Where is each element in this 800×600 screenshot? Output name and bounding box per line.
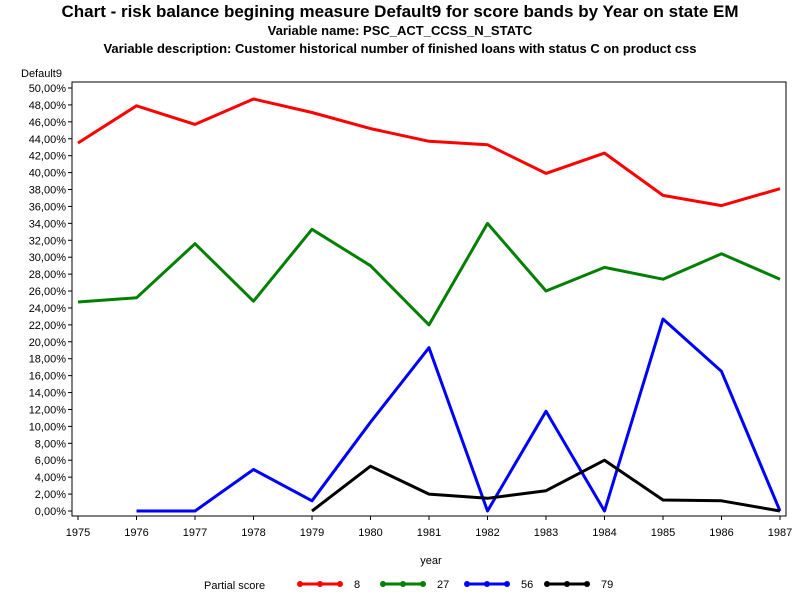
x-axis-label: year <box>420 555 442 567</box>
y-axis-label: Default9 <box>21 68 62 80</box>
series-line-56 <box>136 317 782 513</box>
y-tick-label: 22,00% <box>29 320 67 332</box>
x-tick-label: 1975 <box>66 527 90 539</box>
chart-subtitle: Variable name: PSC_ACT_CCSS_N_STATC <box>267 23 533 38</box>
y-tick-label: 0,00% <box>35 506 66 518</box>
legend-marker-8 <box>297 581 303 587</box>
legend-marker-56 <box>484 581 490 587</box>
y-tick-label: 6,00% <box>35 455 66 467</box>
series-line-79 <box>311 458 781 513</box>
legend-marker-27 <box>420 581 426 587</box>
x-tick-label: 1987 <box>768 527 792 539</box>
x-tick-label: 1982 <box>475 527 499 539</box>
y-tick-label: 38,00% <box>29 185 67 197</box>
x-tick-label: 1978 <box>241 527 265 539</box>
legend-marker-79 <box>564 581 570 587</box>
y-tick-label: 50,00% <box>29 83 67 95</box>
series-layer <box>77 97 782 513</box>
y-axis: 0,00% 2,00% 4,00% 6,00% 8,00% 10,00% 12,00% 14,… <box>29 83 72 518</box>
x-tick-label: 1983 <box>534 527 558 539</box>
x-tick-label: 1986 <box>709 527 733 539</box>
legend-marker-27 <box>380 581 386 587</box>
legend-label-56: 56 <box>521 579 533 591</box>
legend-marker-56 <box>464 581 470 587</box>
y-tick-label: 20,00% <box>29 337 67 349</box>
y-tick-label: 28,00% <box>29 269 67 281</box>
y-tick-label: 36,00% <box>29 201 67 213</box>
y-tick-label: 34,00% <box>29 218 67 230</box>
legend-marker-79 <box>584 581 590 587</box>
y-tick-label: 42,00% <box>29 151 67 163</box>
legend-marker-8 <box>337 581 343 587</box>
y-tick-label: 24,00% <box>29 303 67 315</box>
x-tick-label: 1981 <box>417 527 441 539</box>
legend-label-79: 79 <box>601 579 613 591</box>
legend-label-27: 27 <box>437 579 449 591</box>
y-tick-label: 10,00% <box>29 421 67 433</box>
legend: Partial score 8 27 56 79 <box>204 579 613 592</box>
chart-description: Variable description: Customer historica… <box>103 41 697 56</box>
y-tick-label: 46,00% <box>29 117 67 129</box>
y-tick-label: 4,00% <box>35 472 66 484</box>
legend-title: Partial score <box>204 580 265 592</box>
y-tick-label: 48,00% <box>29 100 67 112</box>
y-tick-label: 12,00% <box>29 404 67 416</box>
y-tick-label: 44,00% <box>29 134 67 146</box>
series-line-27 <box>77 221 781 327</box>
x-tick-label: 1985 <box>651 527 675 539</box>
legend-marker-79 <box>544 581 550 587</box>
y-tick-label: 2,00% <box>35 489 66 501</box>
y-tick-label: 18,00% <box>29 354 67 366</box>
x-tick-label: 1976 <box>124 527 148 539</box>
legend-label-8: 8 <box>354 579 360 591</box>
legend-marker-27 <box>400 581 406 587</box>
legend-marker-8 <box>317 581 323 587</box>
x-tick-label: 1980 <box>358 527 382 539</box>
y-tick-label: 16,00% <box>29 371 67 383</box>
series-line-8 <box>77 97 781 208</box>
chart-title: Chart - risk balance begining measure De… <box>61 2 739 21</box>
legend-marker-56 <box>504 581 510 587</box>
y-tick-label: 14,00% <box>29 388 67 400</box>
y-tick-label: 30,00% <box>29 252 67 264</box>
x-tick-label: 1977 <box>183 527 207 539</box>
y-tick-label: 26,00% <box>29 286 67 298</box>
y-tick-label: 40,00% <box>29 168 67 180</box>
plot-frame <box>71 81 787 517</box>
x-tick-label: 1984 <box>592 527 616 539</box>
y-tick-label: 8,00% <box>35 438 66 450</box>
y-tick-label: 32,00% <box>29 235 67 247</box>
x-axis: 1975 1976 1977 1978 1979 1980 1981 1982 1983 1984… <box>66 516 792 539</box>
x-tick-label: 1979 <box>300 527 324 539</box>
